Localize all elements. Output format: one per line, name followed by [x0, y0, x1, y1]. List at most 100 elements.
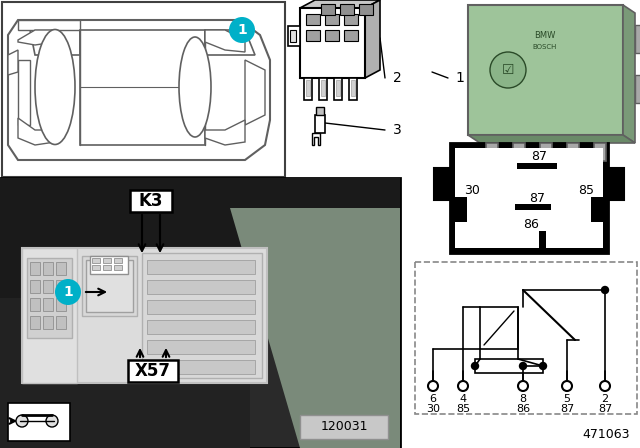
Bar: [486, 143, 498, 161]
Bar: [300, 415, 388, 439]
Circle shape: [562, 381, 572, 391]
Bar: [0, 178, 50, 448]
Bar: [114, 265, 122, 270]
Bar: [306, 30, 320, 41]
Bar: [130, 190, 172, 212]
Text: 86: 86: [516, 404, 530, 414]
Bar: [128, 360, 178, 382]
Polygon shape: [316, 107, 324, 115]
Circle shape: [602, 287, 609, 293]
Text: 1: 1: [455, 71, 464, 85]
Bar: [56, 262, 66, 275]
Bar: [147, 340, 255, 354]
Text: 87: 87: [531, 151, 547, 164]
Polygon shape: [365, 0, 380, 78]
Bar: [517, 163, 557, 169]
Circle shape: [55, 279, 81, 305]
Bar: [56, 280, 66, 293]
Polygon shape: [8, 20, 270, 160]
Polygon shape: [312, 133, 320, 145]
Bar: [90, 256, 128, 274]
Bar: [351, 80, 355, 96]
Text: 87: 87: [529, 191, 545, 204]
Bar: [304, 78, 312, 100]
Text: 3: 3: [393, 123, 402, 137]
Bar: [359, 4, 373, 15]
Circle shape: [229, 17, 255, 43]
Bar: [0, 178, 400, 448]
Bar: [415, 262, 637, 414]
Bar: [103, 258, 111, 263]
Bar: [147, 260, 255, 274]
Bar: [43, 298, 53, 311]
Bar: [321, 4, 335, 15]
Text: 85: 85: [456, 404, 470, 414]
Bar: [80, 30, 205, 145]
Bar: [27, 258, 72, 338]
Bar: [300, 8, 365, 78]
Circle shape: [490, 52, 526, 88]
Bar: [319, 78, 327, 100]
Text: 30: 30: [464, 185, 480, 198]
Bar: [315, 115, 325, 133]
Bar: [540, 143, 552, 161]
Polygon shape: [300, 0, 380, 8]
Bar: [306, 80, 310, 96]
Circle shape: [16, 415, 28, 427]
Bar: [325, 30, 339, 41]
Bar: [30, 262, 40, 275]
Bar: [539, 231, 546, 249]
Bar: [455, 148, 603, 248]
Bar: [591, 197, 603, 222]
Bar: [43, 280, 53, 293]
Bar: [567, 143, 579, 161]
Ellipse shape: [179, 37, 211, 137]
Bar: [340, 4, 354, 15]
Bar: [306, 14, 320, 25]
Text: X57: X57: [135, 362, 171, 380]
Bar: [468, 5, 623, 135]
Bar: [2, 2, 285, 177]
Circle shape: [540, 362, 547, 370]
Bar: [43, 316, 53, 329]
Text: BOSCH: BOSCH: [533, 44, 557, 50]
Circle shape: [520, 362, 527, 370]
Text: 87: 87: [598, 404, 612, 414]
Circle shape: [458, 381, 468, 391]
Bar: [82, 256, 137, 316]
Bar: [142, 253, 262, 378]
Bar: [334, 78, 342, 100]
Polygon shape: [205, 30, 255, 55]
Polygon shape: [205, 120, 245, 145]
Bar: [344, 14, 358, 25]
Bar: [336, 80, 340, 96]
Bar: [86, 260, 133, 312]
Polygon shape: [18, 30, 55, 45]
Polygon shape: [623, 5, 635, 143]
Circle shape: [428, 381, 438, 391]
Bar: [349, 78, 357, 100]
Bar: [147, 320, 255, 334]
Bar: [56, 298, 66, 311]
Bar: [0, 178, 400, 258]
Text: BMW: BMW: [534, 30, 556, 39]
Text: 8: 8: [520, 394, 527, 404]
Bar: [147, 280, 255, 294]
Bar: [92, 265, 100, 270]
Text: 1: 1: [63, 285, 73, 299]
Bar: [92, 258, 100, 263]
Polygon shape: [30, 30, 80, 55]
Bar: [594, 143, 606, 161]
Text: 2: 2: [393, 71, 402, 85]
Bar: [608, 168, 624, 200]
Text: 87: 87: [560, 404, 574, 414]
Polygon shape: [230, 208, 400, 448]
Bar: [321, 80, 325, 96]
Polygon shape: [288, 26, 300, 46]
Polygon shape: [468, 135, 635, 143]
Bar: [475, 359, 543, 373]
Bar: [635, 75, 640, 103]
Text: 1: 1: [237, 23, 247, 37]
Bar: [22, 248, 267, 383]
Polygon shape: [18, 118, 55, 145]
